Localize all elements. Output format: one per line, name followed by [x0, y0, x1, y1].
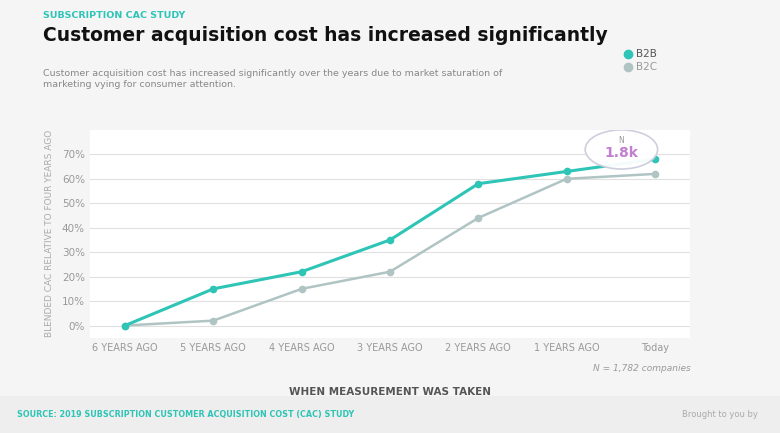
Text: 1.8k: 1.8k	[604, 146, 638, 160]
Ellipse shape	[585, 130, 658, 169]
Text: N = 1,782 companies: N = 1,782 companies	[593, 364, 690, 373]
Text: N: N	[619, 136, 624, 145]
Text: SOURCE: 2019 SUBSCRIPTION CUSTOMER ACQUISITION COST (CAC) STUDY: SOURCE: 2019 SUBSCRIPTION CUSTOMER ACQUI…	[17, 410, 354, 419]
Text: Brought to you by: Brought to you by	[682, 410, 758, 419]
Text: B2C: B2C	[636, 62, 657, 72]
Text: SUBSCRIPTION CAC STUDY: SUBSCRIPTION CAC STUDY	[43, 11, 185, 20]
Y-axis label: BLENDED CAC RELATIVE TO FOUR YEARS AGO: BLENDED CAC RELATIVE TO FOUR YEARS AGO	[44, 130, 54, 337]
Text: B2B: B2B	[636, 49, 657, 59]
Text: WHEN MEASUREMENT WAS TAKEN: WHEN MEASUREMENT WAS TAKEN	[289, 387, 491, 397]
Text: Customer acquisition cost has increased significantly: Customer acquisition cost has increased …	[43, 26, 608, 45]
Text: Customer acquisition cost has increased significantly over the years due to mark: Customer acquisition cost has increased …	[43, 69, 502, 89]
